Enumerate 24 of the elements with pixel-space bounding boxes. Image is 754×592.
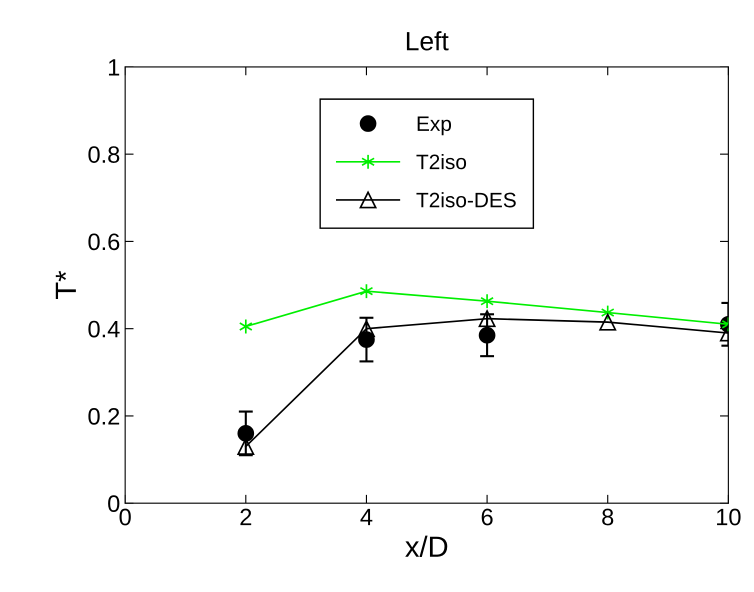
x-tick-label: 4: [360, 508, 372, 526]
x-tick-label: 10: [717, 508, 741, 526]
point: [478, 326, 496, 344]
x-tick-label: 8: [602, 508, 614, 526]
point: [599, 314, 616, 331]
y-axis-title: T*: [56, 270, 76, 299]
legend-label: Exp: [418, 116, 452, 136]
y-tick-label: 0.2: [88, 408, 120, 425]
legend-label: T2iso: [416, 154, 466, 170]
chart-title: Left: [406, 31, 449, 50]
x-tick-label: 0: [120, 508, 131, 526]
x-axis-title: x/D: [405, 536, 448, 558]
point: [237, 425, 254, 442]
point: [360, 283, 374, 299]
y-tick-label: 1: [108, 59, 120, 76]
y-tick-label: 0.4: [88, 320, 120, 338]
x-tick-label: 2: [240, 508, 252, 526]
x-tick-label: 6: [482, 508, 493, 526]
y-tick-label: 0: [108, 495, 120, 512]
legend-label: T2iso-DES: [416, 192, 516, 208]
point: [478, 310, 496, 328]
point: [358, 320, 375, 338]
y-tick-label: 0.6: [88, 233, 120, 250]
y-tick-label: 0.8: [88, 146, 120, 163]
